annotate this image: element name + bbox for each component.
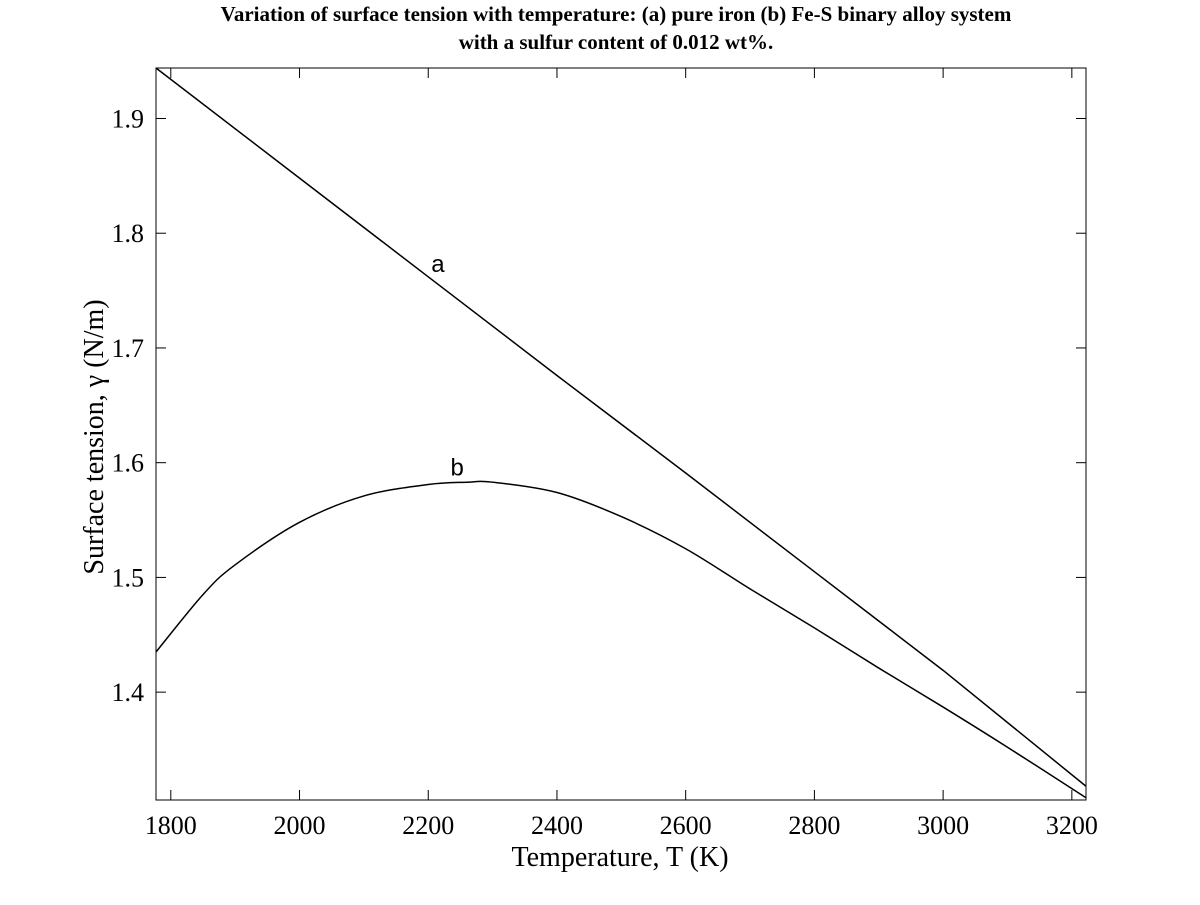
y-tick-label: 1.6 [112, 449, 145, 478]
series-line-b [155, 480, 1087, 799]
x-axis-label: Temperature, T (K) [511, 842, 728, 873]
y-tick-label: 1.5 [112, 563, 145, 592]
series-label-a: a [431, 251, 445, 278]
series-label-b: b [451, 454, 464, 481]
x-tick-label: 2000 [274, 811, 326, 840]
axes-frame [155, 67, 1087, 801]
chart-title: Variation of surface tension with temper… [221, 2, 1012, 26]
x-tick-label: 2400 [531, 811, 583, 840]
x-tick-label: 1800 [145, 811, 197, 840]
x-tick-label: 2600 [660, 811, 712, 840]
x-tick-label: 3200 [1046, 811, 1098, 840]
series-line-a [155, 67, 1087, 787]
chart-subtitle: with a sulfur content of 0.012 wt%. [459, 30, 774, 54]
x-tick-label: 2800 [788, 811, 840, 840]
y-tick-label: 1.8 [112, 219, 145, 248]
y-tick-label: 1.9 [112, 104, 145, 133]
y-tick-label: 1.7 [112, 334, 145, 363]
x-tick-label: 2200 [402, 811, 454, 840]
plot-area: 1800 2000 2200 2400 2600 2800 3000 3200 1.4 1.5 1.… [112, 67, 1098, 840]
y-tick-label: 1.4 [112, 678, 145, 707]
y-axis-label: Surface tension, γ (N/m) [79, 299, 110, 574]
x-tick-label: 3000 [917, 811, 969, 840]
